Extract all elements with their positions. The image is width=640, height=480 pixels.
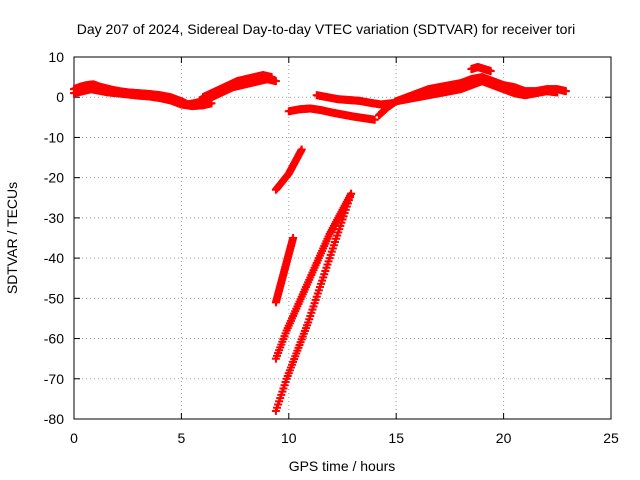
y-axis-label: SDTVAR / TECUs: [4, 182, 20, 294]
data-points: [70, 63, 570, 415]
y-tick-label: -30: [44, 210, 64, 226]
y-tick-label: -40: [44, 250, 64, 266]
axis-ticks: 0 5 10 15 20 25 10 0 -10 -20 -30 -40 -50 -60 -70 -80: [44, 49, 619, 446]
y-tick-label: -60: [44, 331, 64, 347]
y-tick-label: 10: [48, 49, 64, 65]
data-point: [267, 73, 276, 82]
data-point: [370, 115, 379, 124]
data-point: [347, 189, 356, 198]
data-point: [297, 145, 306, 154]
x-tick-label: 15: [388, 430, 404, 446]
data-point: [486, 67, 495, 76]
chart-title: Day 207 of 2024, Sidereal Day-to-day VTE…: [77, 21, 576, 37]
data-point: [561, 87, 570, 96]
x-tick-label: 10: [281, 430, 297, 446]
y-tick-label: -20: [44, 170, 64, 186]
y-tick-label: -70: [44, 371, 64, 387]
y-tick-label: 0: [56, 89, 64, 105]
data-point: [289, 234, 298, 242]
plot-frame: [73, 56, 612, 420]
x-tick-label: 0: [70, 430, 78, 446]
data-point: [271, 77, 280, 86]
y-tick-label: -10: [44, 129, 64, 145]
y-tick-label: -50: [44, 290, 64, 306]
x-tick-label: 5: [178, 430, 186, 446]
x-tick-label: 20: [496, 430, 512, 446]
data-point: [553, 88, 562, 97]
x-tick-label: 25: [603, 430, 619, 446]
y-tick-label: -80: [44, 411, 64, 427]
x-axis-label: GPS time / hours: [289, 458, 396, 474]
